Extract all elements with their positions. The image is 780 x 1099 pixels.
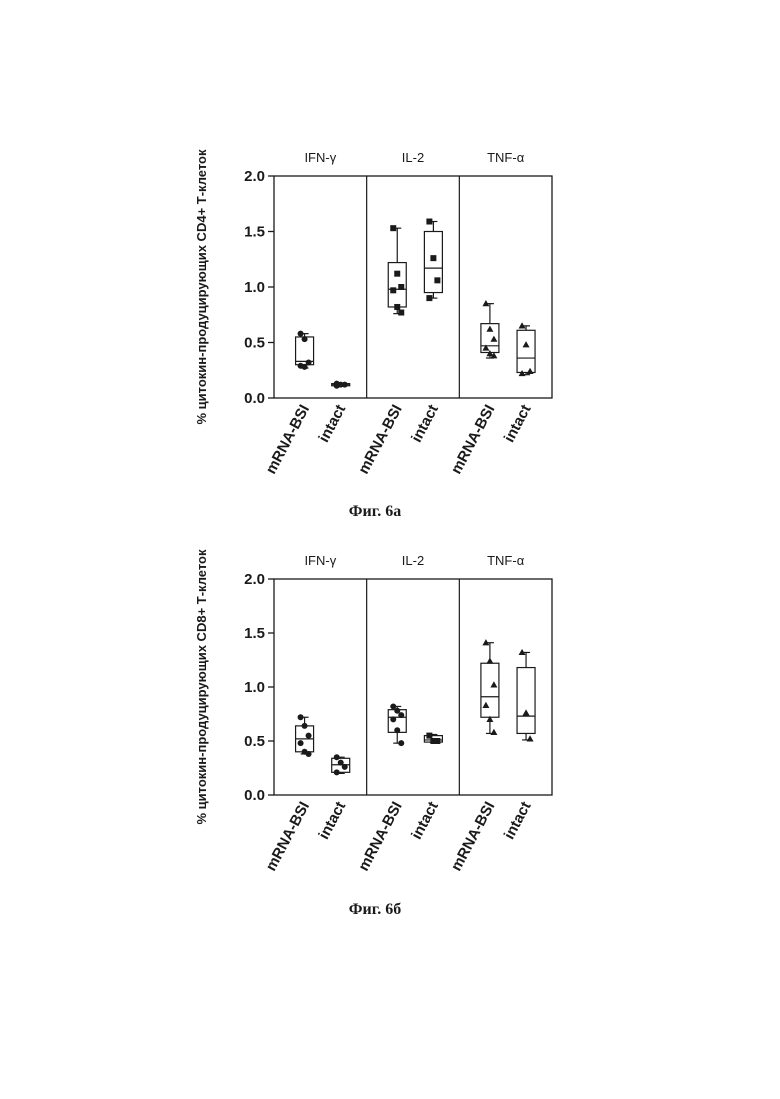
y-tick-label: 1.0 <box>244 279 265 296</box>
y-axis-title: % цитокин-продуцирующих CD8+ Т-клеток <box>194 549 209 824</box>
x-category-label: intact <box>501 799 535 842</box>
data-point <box>490 729 497 735</box>
data-point <box>398 310 404 316</box>
data-point <box>527 735 534 741</box>
data-point <box>486 657 493 663</box>
data-point <box>302 723 308 729</box>
data-point <box>398 284 404 290</box>
plot-frame <box>274 176 552 398</box>
figure-caption: Фиг. 6а <box>349 503 401 520</box>
y-tick-label: 0.5 <box>244 733 265 750</box>
x-category-label: mRNA-BSI <box>448 799 499 874</box>
data-point <box>334 769 340 775</box>
data-point <box>390 225 396 231</box>
data-point <box>398 740 404 746</box>
data-point <box>426 219 432 225</box>
data-point <box>302 364 308 370</box>
y-tick-label: 0.0 <box>244 390 265 407</box>
data-point <box>394 271 400 277</box>
data-point <box>426 295 432 301</box>
data-point <box>426 733 432 739</box>
x-category-label: intact <box>408 799 442 842</box>
box-iqr <box>517 668 535 734</box>
data-point <box>334 383 340 389</box>
x-category-label: intact <box>501 402 535 445</box>
box-iqr <box>481 663 499 717</box>
data-point <box>430 255 436 261</box>
data-point <box>342 764 348 770</box>
data-point <box>390 716 396 722</box>
panel-label: TNF-α <box>487 553 525 568</box>
y-tick-label: 2.0 <box>244 571 265 588</box>
data-point <box>342 382 348 388</box>
box-iqr <box>424 232 442 293</box>
data-point <box>398 712 404 718</box>
data-point <box>298 740 304 746</box>
data-point <box>298 331 304 337</box>
box-iqr <box>517 330 535 372</box>
data-point <box>302 336 308 342</box>
chart-cd8: IFN-γ IL-2 TNF-α 0.0 0.5 1.0 1.5 2.0 % цитокин-п… <box>194 549 552 918</box>
y-tick-label: 1.0 <box>244 679 265 696</box>
x-category-label: mRNA-BSI <box>355 402 406 477</box>
x-category-label: intact <box>315 799 349 842</box>
data-point <box>434 738 440 744</box>
y-tick-label: 0.0 <box>244 787 265 804</box>
data-point <box>394 727 400 733</box>
data-point <box>390 287 396 293</box>
x-category-label: intact <box>315 402 349 445</box>
panel-label: TNF-α <box>487 150 525 165</box>
data-point <box>306 733 312 739</box>
y-tick-label: 1.5 <box>244 224 265 241</box>
panel-label: IL-2 <box>402 553 424 568</box>
plot-frame <box>274 579 552 795</box>
y-axis-title: % цитокин-продуцирующих CD4+ Т-клеток <box>194 149 209 424</box>
x-category-label: mRNA-BSI <box>448 402 499 477</box>
figure-caption: Фиг. 6б <box>349 901 401 918</box>
data-point <box>298 714 304 720</box>
data-point <box>434 277 440 283</box>
chart-cd4: IFN-γ IL-2 TNF-α 0.0 0.5 1.0 1.5 2.0 % цитокин-п… <box>194 149 552 520</box>
data-point <box>334 754 340 760</box>
x-category-label: mRNA-BSI <box>355 799 406 874</box>
data-point <box>306 359 312 365</box>
y-tick-label: 1.5 <box>244 625 265 642</box>
x-category-label: mRNA-BSI <box>262 402 313 477</box>
y-tick-label: 2.0 <box>244 168 265 185</box>
panel-label: IFN-γ <box>304 553 336 568</box>
x-category-label: mRNA-BSI <box>262 799 313 874</box>
data-point <box>306 751 312 757</box>
y-tick-label: 0.5 <box>244 335 265 352</box>
panel-label: IFN-γ <box>304 150 336 165</box>
data-point <box>394 304 400 310</box>
x-category-label: intact <box>408 402 442 445</box>
panel-label: IL-2 <box>402 150 424 165</box>
